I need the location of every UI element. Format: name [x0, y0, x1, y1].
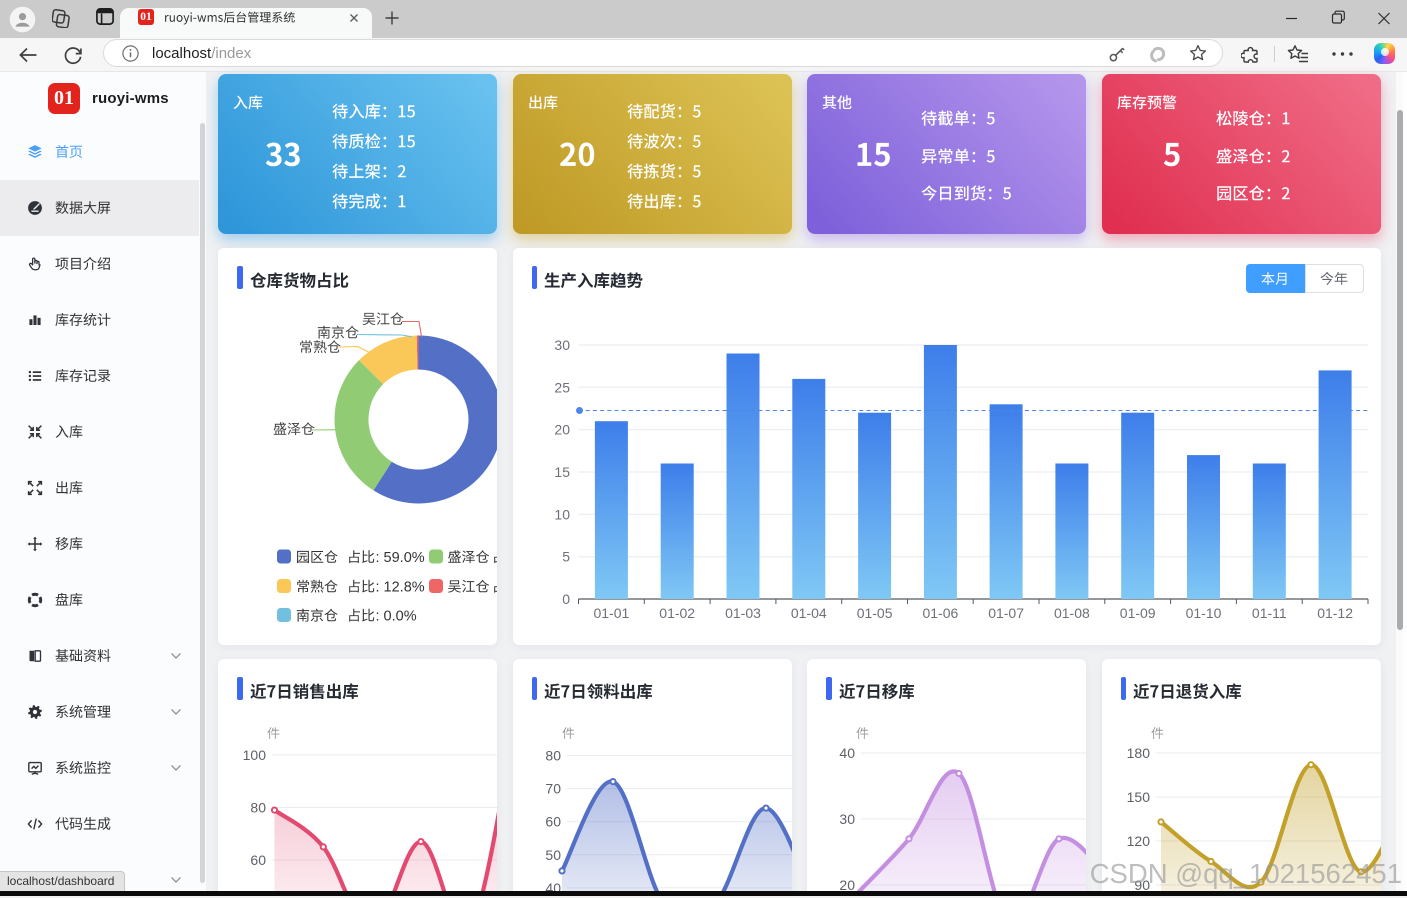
- svg-text:01-08: 01-08: [1053, 605, 1089, 621]
- svg-text:90: 90: [1134, 877, 1150, 893]
- svg-text:01-02: 01-02: [659, 605, 695, 621]
- svg-text:01-12: 01-12: [1317, 605, 1353, 621]
- svg-text:30: 30: [839, 811, 855, 827]
- svg-text:60: 60: [545, 814, 561, 830]
- svg-text:: 12.8%: : 12.8%: [376, 580, 425, 596]
- svg-text:01-11: 01-11: [1251, 605, 1286, 621]
- svg-text:100: 100: [243, 747, 267, 763]
- svg-text:30: 30: [554, 337, 570, 353]
- svg-text:50: 50: [545, 847, 561, 863]
- svg-text:01-10: 01-10: [1185, 605, 1221, 621]
- svg-text:60: 60: [250, 852, 266, 868]
- svg-text:0: 0: [562, 591, 570, 607]
- svg-text:01-06: 01-06: [922, 605, 958, 621]
- svg-text:01-09: 01-09: [1119, 605, 1155, 621]
- svg-text:: 0.0%: : 0.0%: [376, 609, 417, 625]
- svg-text:5: 5: [562, 549, 570, 565]
- svg-text:01-04: 01-04: [790, 605, 826, 621]
- svg-text:20: 20: [839, 877, 855, 893]
- svg-text:70: 70: [545, 781, 561, 797]
- svg-text:20: 20: [554, 422, 570, 438]
- svg-text:10: 10: [554, 506, 570, 522]
- svg-text:01-05: 01-05: [856, 605, 892, 621]
- svg-text:15: 15: [554, 464, 570, 480]
- svg-text:01-01: 01-01: [593, 605, 629, 621]
- svg-text:180: 180: [1126, 745, 1150, 761]
- svg-text:120: 120: [1126, 833, 1150, 849]
- svg-text:01-07: 01-07: [988, 605, 1024, 621]
- svg-text:25: 25: [554, 379, 570, 395]
- svg-text:80: 80: [250, 800, 266, 816]
- svg-text:: 59.0%: : 59.0%: [376, 550, 425, 566]
- svg-text:01-03: 01-03: [725, 605, 761, 621]
- svg-text:40: 40: [839, 745, 855, 761]
- svg-text:150: 150: [1126, 789, 1150, 805]
- svg-text:80: 80: [545, 748, 561, 764]
